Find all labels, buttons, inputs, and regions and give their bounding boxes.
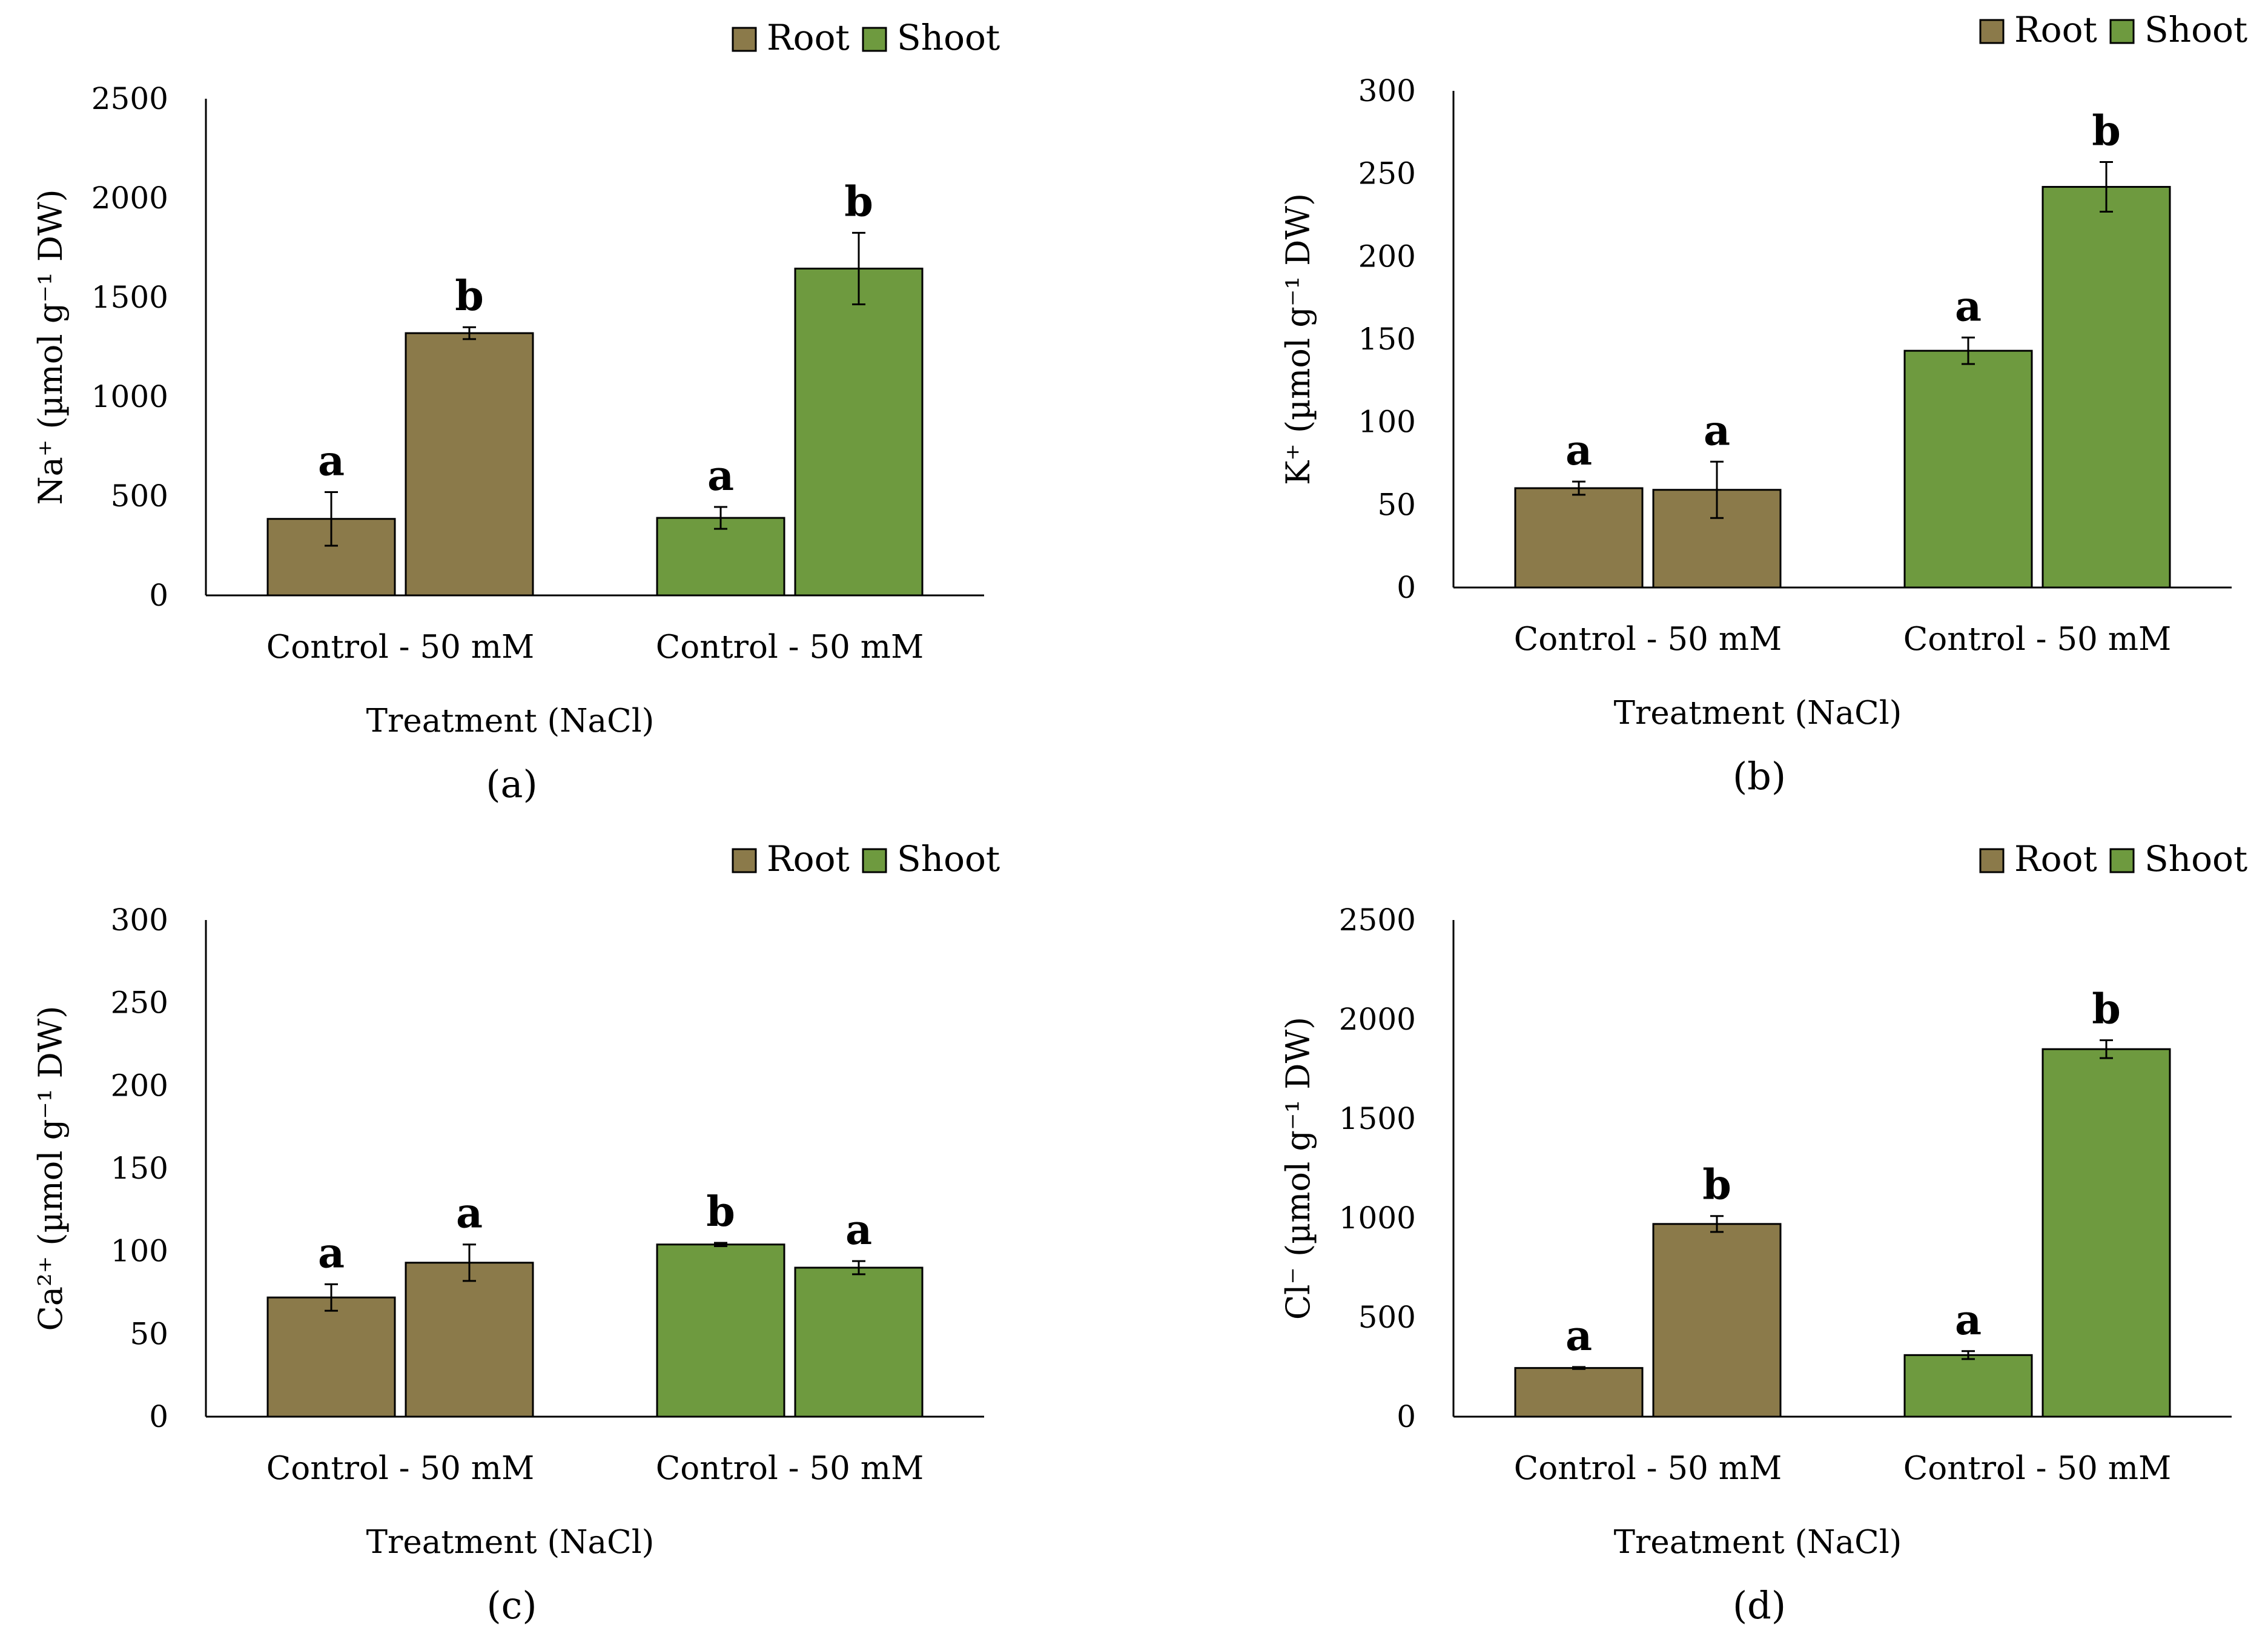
y-tick-label: 300 — [1358, 73, 1416, 108]
legend-swatch-root — [1979, 848, 2005, 873]
significance-letter: a — [318, 437, 345, 485]
y-tick-label: 0 — [1397, 570, 1416, 605]
x-axis-title: Treatment (NaCl) — [1614, 1524, 1902, 1561]
y-tick-label: 2000 — [1339, 1002, 1416, 1037]
chart-panel-a: 0 500 1000 1500 2000 2500 Na⁺ (µmol g⁻¹ DW) a b C… — [31, 17, 1000, 806]
x-category-label: Control - 50 mM — [1514, 1450, 1782, 1487]
significance-letter: a — [1704, 406, 1730, 455]
bar-root — [1652, 1223, 1782, 1418]
y-tick-label: 250 — [111, 985, 168, 1021]
significance-letter: b — [1702, 1161, 1731, 1210]
panel-caption: (a) — [486, 762, 537, 806]
legend-swatch-root — [732, 848, 757, 873]
significance-letter: a — [1955, 282, 1982, 331]
y-tick-label: 500 — [111, 478, 168, 514]
y-tick-label: 300 — [111, 902, 168, 938]
y-tick-label: 2500 — [1339, 902, 1416, 938]
bar-shoot — [1903, 1354, 2033, 1418]
significance-letter: b — [2092, 107, 2121, 156]
bar-root — [1514, 1367, 1644, 1418]
x-category-label: Control - 50 mM — [1514, 621, 1782, 658]
y-tick-label: 50 — [1377, 487, 1416, 522]
legend-label-root: Root — [767, 17, 850, 58]
x-category-label: Control - 50 mM — [656, 1450, 924, 1487]
y-tick-label: 0 — [149, 578, 168, 613]
legend-swatch-shoot — [862, 848, 887, 873]
x-category-label: Control - 50 mM — [266, 629, 535, 666]
legend-swatch-root — [732, 27, 757, 52]
bar-root — [1514, 487, 1644, 589]
chart-panel-d: 0 500 1000 1500 2000 2500 Cl⁻ (µmol g⁻¹ DW) a b C… — [1279, 838, 2247, 1627]
x-category-label: Control - 50 mM — [656, 629, 924, 666]
y-tick-label: 0 — [1397, 1399, 1416, 1434]
y-tick-label: 50 — [130, 1316, 168, 1351]
bar-root — [266, 1296, 396, 1418]
x-category-label: Control - 50 mM — [266, 1450, 535, 1487]
y-tick-label: 250 — [1358, 156, 1416, 191]
y-axis-title: Na⁺ (µmol g⁻¹ DW) — [31, 189, 70, 505]
bar-shoot — [794, 267, 924, 597]
chart-panel-b: 0 50 100 150 200 250 300 K⁺ (µmol g⁻¹ DW) a a Cont… — [1279, 9, 2247, 798]
panel-caption: (b) — [1733, 754, 1786, 798]
significance-letter: a — [456, 1190, 483, 1238]
x-axis-title: Treatment (NaCl) — [366, 703, 655, 740]
legend-label-shoot: Shoot — [897, 838, 1000, 879]
y-tick-label: 150 — [111, 1151, 168, 1186]
y-tick-label: 200 — [1358, 239, 1416, 274]
bar-shoot — [1903, 349, 2033, 589]
legend-swatch-shoot — [2109, 848, 2135, 873]
legend-label-shoot: Shoot — [897, 17, 1000, 58]
y-tick-label: 100 — [1358, 405, 1416, 440]
significance-letter: a — [845, 1206, 872, 1254]
y-tick-label: 2500 — [91, 81, 168, 116]
y-axis-title: Cl⁻ (µmol g⁻¹ DW) — [1279, 1017, 1317, 1320]
significance-letter: a — [1955, 1296, 1982, 1345]
significance-letter: a — [707, 452, 734, 500]
significance-letter: b — [706, 1188, 735, 1236]
legend-label-root: Root — [767, 838, 850, 879]
significance-letter: b — [455, 272, 484, 320]
y-tick-label: 1500 — [1339, 1101, 1416, 1136]
legend-label-root: Root — [2014, 9, 2097, 50]
legend-swatch-root — [1979, 19, 2005, 44]
chart-panel-c: 0 50 100 150 200 250 300 Ca²⁺ (µmol g⁻¹ DW) a a Co… — [31, 838, 1000, 1627]
y-axis-title: Ca²⁺ (µmol g⁻¹ DW) — [31, 1006, 70, 1331]
legend-swatch-shoot — [862, 27, 887, 52]
bar-root — [405, 1262, 534, 1418]
y-tick-label: 1500 — [91, 280, 168, 315]
panel-caption: (d) — [1733, 1583, 1786, 1627]
y-tick-label: 0 — [149, 1399, 168, 1434]
legend-label-shoot: Shoot — [2144, 9, 2247, 50]
y-tick-label: 100 — [111, 1234, 168, 1269]
significance-letter: b — [2092, 985, 2121, 1033]
y-tick-label: 150 — [1358, 322, 1416, 357]
bar-shoot — [794, 1266, 924, 1418]
y-axis-title: K⁺ (µmol g⁻¹ DW) — [1279, 193, 1317, 485]
x-axis-title: Treatment (NaCl) — [1614, 695, 1902, 732]
y-tick-label: 1000 — [1339, 1200, 1416, 1236]
x-category-label: Control - 50 mM — [1903, 1450, 2172, 1487]
significance-letter: a — [1565, 1312, 1592, 1360]
y-tick-label: 2000 — [91, 180, 168, 216]
bar-shoot — [656, 517, 785, 597]
y-tick-label: 200 — [111, 1068, 168, 1103]
bar-shoot — [2042, 186, 2171, 589]
y-tick-label: 500 — [1358, 1300, 1416, 1335]
legend-swatch-shoot — [2109, 19, 2135, 44]
significance-letter: a — [1565, 426, 1592, 475]
bar-root — [405, 332, 534, 597]
x-axis-title: Treatment (NaCl) — [366, 1524, 655, 1561]
y-tick-label: 1000 — [91, 379, 168, 414]
panel-caption: (c) — [486, 1583, 537, 1627]
significance-letter: a — [318, 1229, 345, 1277]
legend-label-root: Root — [2014, 838, 2097, 879]
bar-shoot — [2042, 1048, 2171, 1418]
significance-letter: b — [844, 177, 873, 226]
x-category-label: Control - 50 mM — [1903, 621, 2172, 658]
legend-label-shoot: Shoot — [2144, 838, 2247, 879]
bar-shoot — [656, 1243, 785, 1418]
